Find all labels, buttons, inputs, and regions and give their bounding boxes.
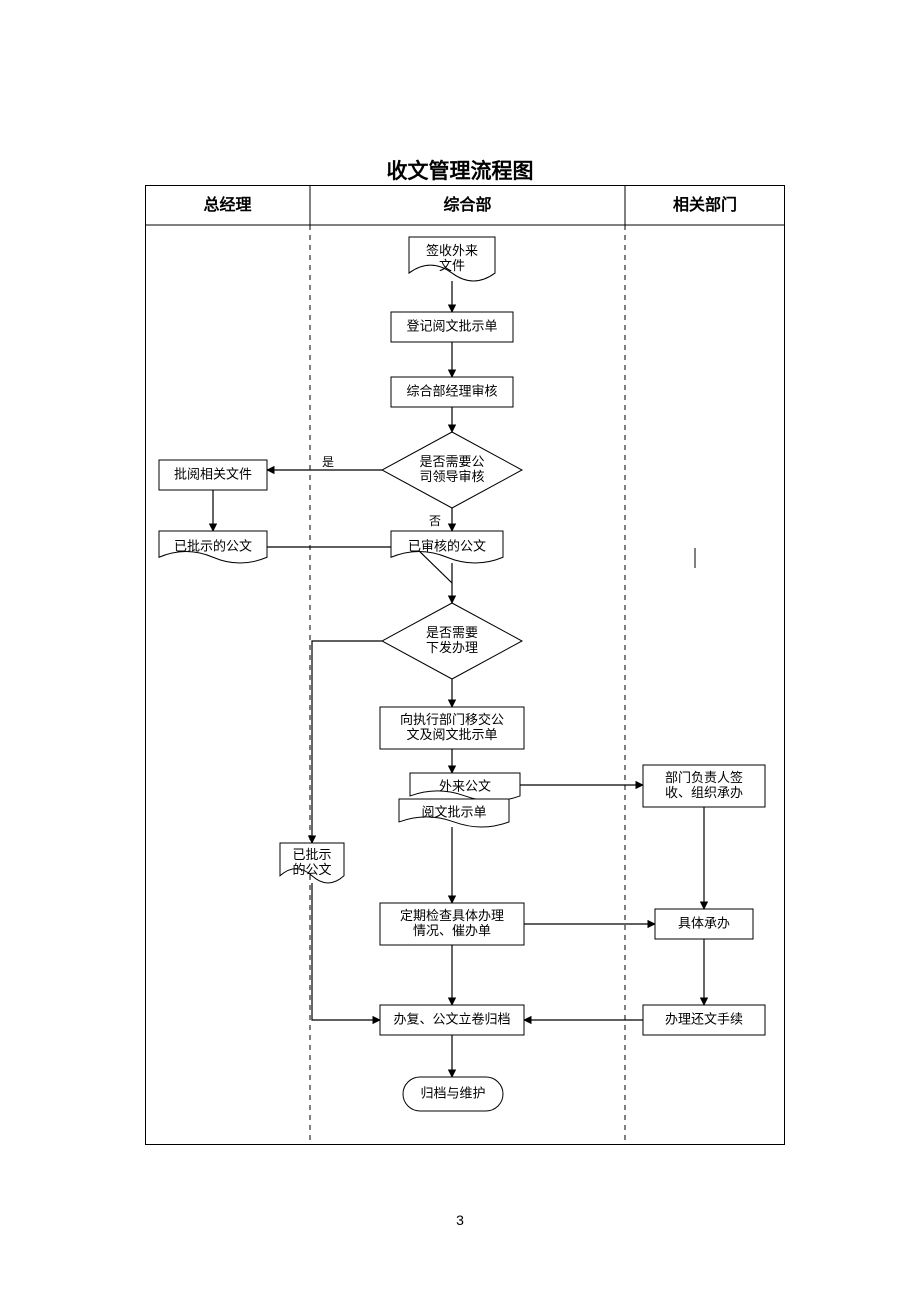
node-text: 向执行部门移交公 xyxy=(400,712,504,727)
node-text: 已审核的公文 xyxy=(408,538,486,553)
page-title: 收文管理流程图 xyxy=(0,155,920,185)
lane-header-dept: 相关部门 xyxy=(673,195,737,214)
node-n13: 办复、公文立卷归档 xyxy=(380,1005,524,1035)
node-text: 办理还文手续 xyxy=(665,1011,743,1026)
node-text: 是否需要 xyxy=(426,625,478,640)
node-text: 定期检查具体办理 xyxy=(400,908,504,923)
nodes-layer: 签收外来文件登记阅文批示单综合部经理审核是否需要公司领导审核批阅相关文件已批示的… xyxy=(159,237,765,1111)
node-n8a: 外来公文 xyxy=(410,773,520,801)
node-n7: 向执行部门移交公文及阅文批示单 xyxy=(380,707,524,749)
node-text: 司领导审核 xyxy=(419,469,484,484)
node-text: 情况、催办单 xyxy=(413,923,491,938)
node-text: 文及阅文批示单 xyxy=(406,727,497,742)
node-text: 签收外来 xyxy=(426,243,478,258)
node-n14: 办理还文手续 xyxy=(643,1005,765,1035)
lane-header-gen: 综合部 xyxy=(443,195,491,214)
node-text: 归档与维护 xyxy=(420,1085,485,1100)
node-text: 综合部经理审核 xyxy=(406,383,497,398)
node-n5: 已批示的公文 xyxy=(159,531,267,563)
node-text: 具体承办 xyxy=(678,915,730,930)
edge-label: 否 xyxy=(429,514,441,528)
node-d1: 是否需要公司领导审核 xyxy=(382,432,522,508)
node-text: 办复、公文立卷归档 xyxy=(393,1011,510,1026)
edge xyxy=(312,641,382,843)
node-text: 是否需要公 xyxy=(419,454,484,469)
node-text: 已批示 xyxy=(292,847,331,862)
node-text: 文件 xyxy=(439,258,465,273)
node-text: 登记阅文批示单 xyxy=(406,318,497,333)
page-container: 收文管理流程图 总经理综合部相关部门是否签收外来文件登记阅文批示单综合部经理审核… xyxy=(0,0,920,1302)
node-n2: 登记阅文批示单 xyxy=(391,312,513,342)
node-d2: 是否需要下发办理 xyxy=(382,603,522,679)
edge-label: 是 xyxy=(322,455,334,469)
node-text: 外来公文 xyxy=(439,778,491,793)
node-text: 的公文 xyxy=(292,862,331,877)
page-number: 3 xyxy=(0,1212,920,1228)
node-n12: 具体承办 xyxy=(655,909,753,939)
node-text: 部门负责人签 xyxy=(665,770,743,785)
node-n6: 已审核的公文 xyxy=(391,531,503,563)
lane-header-gm: 总经理 xyxy=(203,195,251,214)
node-text: 收、组织承办 xyxy=(665,785,743,800)
node-n9: 部门负责人签收、组织承办 xyxy=(643,765,765,807)
node-text: 阅文批示单 xyxy=(421,804,486,819)
node-text: 批阅相关文件 xyxy=(174,466,252,481)
node-n11: 定期检查具体办理情况、催办单 xyxy=(380,903,524,945)
node-n4: 批阅相关文件 xyxy=(159,460,267,490)
node-text: 已批示的公文 xyxy=(174,538,252,553)
edge xyxy=(312,883,380,1020)
node-n10: 已批示的公文 xyxy=(280,843,344,883)
node-n1: 签收外来文件 xyxy=(409,237,495,281)
node-n8b: 阅文批示单 xyxy=(399,799,509,827)
node-n15: 归档与维护 xyxy=(403,1077,503,1111)
node-n3: 综合部经理审核 xyxy=(391,377,513,407)
flowchart-canvas: 总经理综合部相关部门是否签收外来文件登记阅文批示单综合部经理审核是否需要公司领导… xyxy=(145,185,785,1145)
node-text: 下发办理 xyxy=(426,640,478,655)
